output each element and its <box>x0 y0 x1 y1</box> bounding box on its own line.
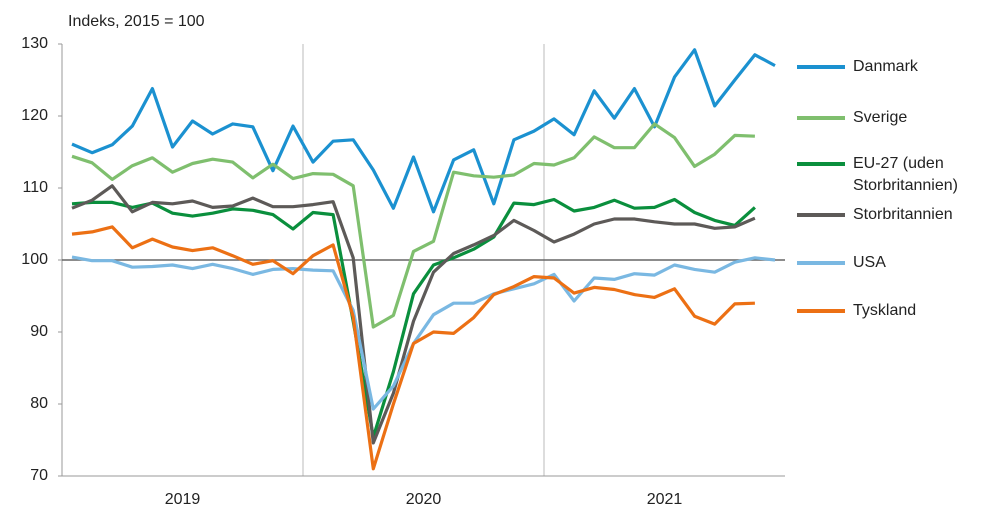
legend-item: Danmark <box>797 57 981 78</box>
legend-item: Sverige <box>797 108 981 129</box>
series-line <box>71 197 756 439</box>
legend-label: Tyskland <box>853 302 917 319</box>
series-line <box>71 225 755 471</box>
series-line <box>71 122 755 329</box>
x-tick-label: 2020 <box>406 491 442 508</box>
y-tick-label: 80 <box>30 395 48 412</box>
series-line <box>71 255 776 411</box>
y-tick-label: 100 <box>21 251 48 268</box>
series-line <box>71 184 756 445</box>
y-tick-label: 130 <box>21 35 48 52</box>
legend-label: Storbritannien <box>853 206 953 223</box>
x-tick-label: 2019 <box>165 491 201 508</box>
y-tick-label: 120 <box>21 107 48 124</box>
legend-item: Storbritannien <box>797 205 981 226</box>
legend-swatch <box>797 65 845 69</box>
series-line <box>71 48 776 214</box>
y-tick-label: 110 <box>22 179 48 196</box>
legend-label: EU-27 (uden Storbritannien) <box>853 155 958 194</box>
legend-swatch <box>797 213 845 217</box>
y-tick-label: 90 <box>30 323 48 340</box>
legend-swatch <box>797 116 845 120</box>
legend-item: Tyskland <box>797 301 981 322</box>
legend-swatch <box>797 309 845 313</box>
legend-label: Danmark <box>853 58 918 75</box>
legend-item: USA <box>797 253 981 274</box>
chart-subtitle: Indeks, 2015 = 100 <box>68 13 205 30</box>
legend-label: USA <box>853 254 886 271</box>
legend-label: Sverige <box>853 109 908 126</box>
x-tick-label: 2021 <box>647 491 683 508</box>
legend-swatch <box>797 162 845 166</box>
legend-item: EU-27 (uden Storbritannien) <box>797 154 981 197</box>
legend-swatch <box>797 261 845 265</box>
y-tick-label: 70 <box>30 467 48 484</box>
